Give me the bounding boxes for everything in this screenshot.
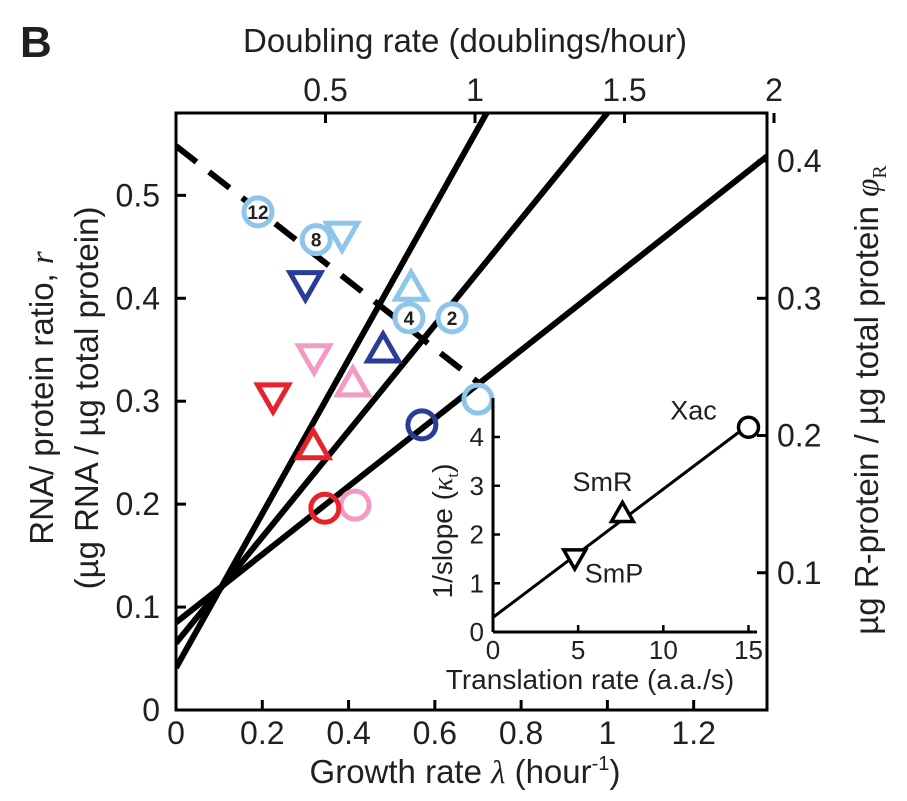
- right-tick-label: 0.3: [777, 280, 821, 316]
- inset-y-tick-label: 2: [470, 520, 484, 550]
- right-tick-label: 0.1: [777, 555, 821, 591]
- plot-frame: [174, 111, 769, 712]
- x-tick-label: 0: [167, 715, 185, 751]
- x-axis-title-unit: (hour: [515, 753, 592, 790]
- inset-point-label: Xac: [670, 395, 717, 425]
- inset-point-label: SmR: [572, 467, 632, 497]
- inset-y-axis-title-text: 1/slope (: [427, 490, 458, 598]
- inset-point-circle: [736, 415, 761, 439]
- y-axis-title-text: RNA/ protein ratio,: [23, 273, 60, 544]
- x-tick-label: 0.4: [326, 715, 370, 751]
- x-tick-label: 1.2: [671, 715, 715, 751]
- inset-y-axis-title-subscript: t: [443, 473, 462, 478]
- x-axis-title: Growth rate λ (hour-1): [310, 753, 621, 791]
- inset-y-tick-label: 4: [470, 422, 484, 452]
- right-tick-label: 0.4: [777, 143, 821, 179]
- y-axis-title-line2: (µg RNA / µg total protein): [68, 207, 105, 590]
- right-axis-title: µg R-protein / µg total protein φR: [848, 165, 891, 635]
- inset-y-axis-title-symbol: κ: [428, 477, 459, 491]
- data-point-label: 2: [447, 309, 458, 330]
- inset-y-tick-label: 0: [470, 617, 484, 647]
- top-tick-label: 1: [466, 72, 484, 108]
- data-points: 12 8 4 2: [241, 195, 495, 525]
- y-tick-label: 0.5: [116, 177, 160, 213]
- right-tick-label: 0.2: [777, 418, 821, 454]
- inset-y-tick-label: 1: [470, 568, 484, 598]
- data-point-circle: [392, 301, 426, 335]
- inset-y-axis-title-close: ): [427, 464, 458, 473]
- inset-plot: 0 5 10 15 0 1 2 3 4 SmP SmR Xac: [470, 395, 763, 665]
- y-axis-title-symbol: r: [25, 251, 61, 264]
- dashed-line: [176, 143, 485, 389]
- data-point-circle: [308, 491, 342, 525]
- x-axis-title-text: Growth rate: [310, 753, 482, 790]
- inset-plot-marks: 0 5 10 15 0 1 2 3 4 SmP SmR Xac: [470, 395, 763, 665]
- data-point-circle: [241, 195, 275, 229]
- inset-x-tick-label: 10: [649, 635, 678, 665]
- top-tick-label: 0.5: [303, 72, 347, 108]
- x-tick-label: 0.6: [413, 715, 457, 751]
- data-point-circle: [338, 488, 372, 522]
- y-tick-label: 0.1: [116, 589, 160, 625]
- data-point-label: 12: [247, 203, 268, 224]
- panel-label: B: [20, 18, 52, 67]
- data-point-triangle-up: [363, 328, 403, 364]
- data-point-triangle-up: [391, 267, 431, 302]
- inset-y-tick-label: 3: [470, 471, 484, 501]
- y-tick-label: 0.4: [116, 280, 160, 316]
- x-axis-title-unit-close: ): [609, 753, 620, 790]
- inset-x-tick-label: 15: [734, 635, 763, 665]
- inset-point-label: SmP: [585, 558, 644, 588]
- data-point-label: 4: [404, 309, 415, 330]
- data-point-triangle-down: [294, 343, 334, 378]
- y-tick-label: 0.3: [116, 383, 160, 419]
- y-tick-label: 0.2: [116, 486, 160, 522]
- y-tick-label: 0: [142, 692, 160, 728]
- x-axis-title-unit-sup: -1: [592, 753, 610, 775]
- inset-point-triangle-down: [560, 548, 589, 573]
- top-axis-title: Doubling rate (doublings/hour): [243, 22, 687, 59]
- x-axis-title-symbol: λ: [490, 755, 505, 791]
- right-axis-title-subscript: R: [869, 165, 891, 179]
- data-point-circle: [435, 301, 469, 335]
- top-tick-label: 2: [765, 72, 783, 108]
- data-point-triangle-up: [333, 362, 373, 398]
- x-tick-label: 0.2: [240, 715, 284, 751]
- data-point-triangle-down: [322, 220, 362, 256]
- data-point-label: 8: [311, 231, 322, 252]
- inset-x-tick-label: 5: [571, 635, 585, 665]
- x-tick-label: 0.8: [499, 715, 543, 751]
- main-plot-axes: 0 0.2 0.4 0.6 0.8 1 1.2 0 0.1 0.2 0.3 0.4 0.5 0.5 1 1.5…: [116, 72, 822, 751]
- fit-line-2: [176, 113, 610, 645]
- data-point-circle: [461, 382, 495, 416]
- right-axis-title-text: µg R-protein / µg total protein: [848, 206, 885, 635]
- data-point-triangle-down: [253, 382, 293, 417]
- data-point-circle: [299, 223, 333, 257]
- data-point-triangle-up: [293, 425, 334, 461]
- right-axis-title-symbol: φ: [850, 179, 886, 197]
- inset-y-axis-title: 1/slope (κt): [427, 464, 462, 599]
- inset-x-axis-title: Translation rate (a.a./s): [446, 664, 734, 695]
- inset-point-triangle-up: [608, 498, 637, 524]
- data-point-circle: [405, 408, 439, 442]
- x-tick-label: 1: [598, 715, 616, 751]
- top-tick-label: 1.5: [602, 72, 646, 108]
- y-axis-title-line1: RNA/ protein ratio, r: [23, 251, 61, 545]
- data-point-triangle-down: [285, 270, 326, 305]
- inset-x-tick-label: 0: [486, 635, 500, 665]
